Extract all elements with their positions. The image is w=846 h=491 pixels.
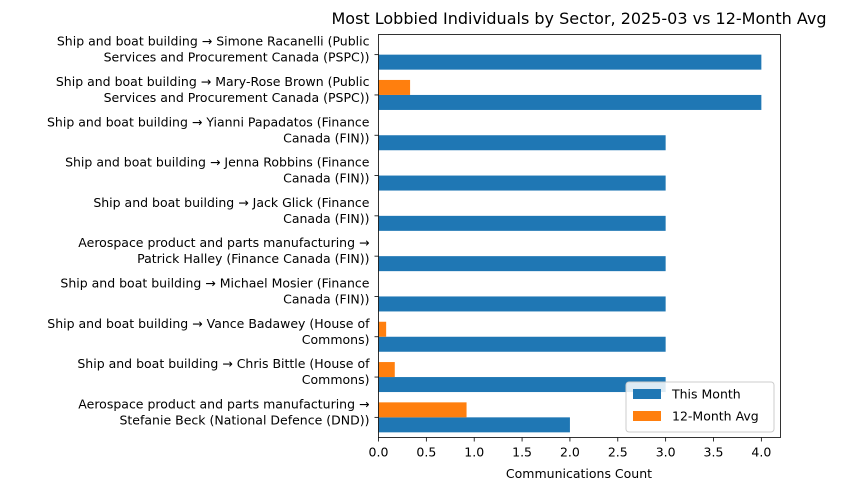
legend-label-1: 12-Month Avg: [672, 409, 759, 424]
chart-title: Most Lobbied Individuals by Sector, 2025…: [331, 9, 826, 28]
x-tick-label-6: 3.0: [656, 445, 676, 460]
x-tick-label-2: 1.0: [464, 445, 484, 460]
bar-12-month-avg-8: [378, 362, 395, 378]
bar-this-month-1: [378, 94, 762, 110]
y-tick-label-7-line-1: Commons): [302, 332, 370, 347]
legend-frame: [625, 381, 775, 433]
y-tick-label-2-line-1: Canada (FIN)): [283, 130, 369, 145]
legend-label-0: This Month: [671, 387, 741, 402]
legend-swatch-0: [633, 389, 661, 399]
y-tick-label-6-line-1: Canada (FIN)): [283, 291, 369, 306]
y-tick-label-4-line-0: Ship and boat building → Jack Glick (Fin…: [93, 195, 369, 210]
y-tick-label-3-line-1: Canada (FIN)): [283, 171, 369, 186]
bar-this-month-4: [378, 215, 666, 231]
legend: This Month 12-Month Avg: [625, 381, 775, 433]
y-axis-ticks: Ship and boat building → Simone Racanell…: [47, 34, 379, 427]
bar-this-month-6: [378, 296, 666, 312]
x-tick-label-4: 2.0: [560, 445, 580, 460]
y-tick-label-8-line-0: Ship and boat building → Chris Bittle (H…: [77, 356, 370, 371]
y-tick-label-5-line-0: Aerospace product and parts manufacturin…: [78, 235, 369, 250]
bar-12-month-avg-1: [378, 79, 411, 95]
bar-this-month-8: [378, 377, 666, 393]
plot-frame: [378, 34, 781, 438]
y-tick-label-9-line-0: Aerospace product and parts manufacturin…: [78, 396, 369, 411]
y-tick-label-8-line-1: Commons): [302, 372, 370, 387]
bar-this-month-9: [378, 417, 570, 433]
y-tick-label-5-line-1: Patrick Halley (Finance Canada (FIN)): [137, 251, 369, 266]
bar-this-month-7: [378, 336, 666, 352]
x-axis-label: Communications Count: [506, 466, 652, 481]
x-axis-ticks: 0.0 0.5 1.0 1.5 2.0 2.5 3.0 3.5 4.0: [369, 437, 771, 460]
y-tick-label-2-line-0: Ship and boat building → Yianni Papadato…: [47, 114, 370, 129]
y-tick-label-6-line-0: Ship and boat building → Michael Mosier …: [60, 275, 369, 290]
y-tick-label-4-line-1: Canada (FIN)): [283, 211, 369, 226]
y-tick-label-9-line-1: Stefanie Beck (National Defence (DND)): [119, 412, 369, 427]
x-tick-label-3: 1.5: [512, 445, 532, 460]
bars-group: [378, 54, 762, 433]
y-tick-label-0-line-1: Services and Procurement Canada (PSPC)): [104, 50, 370, 65]
bar-12-month-avg-9: [378, 402, 467, 418]
x-tick-label-0: 0.0: [369, 445, 389, 460]
x-tick-label-7: 3.5: [704, 445, 724, 460]
y-tick-label-1-line-0: Ship and boat building → Mary-Rose Brown…: [56, 74, 370, 89]
y-tick-label-1-line-1: Services and Procurement Canada (PSPC)): [104, 90, 370, 105]
legend-swatch-1: [633, 411, 661, 421]
bar-12-month-avg-7: [378, 321, 387, 337]
bar-this-month-2: [378, 135, 666, 151]
bar-this-month-5: [378, 256, 666, 272]
y-tick-label-0-line-0: Ship and boat building → Simone Racanell…: [57, 34, 370, 49]
x-tick-label-1: 0.5: [416, 445, 436, 460]
bar-this-month-0: [378, 54, 762, 70]
y-tick-label-7-line-0: Ship and boat building → Vance Badawey (…: [47, 316, 370, 331]
bar-this-month-3: [378, 175, 666, 191]
x-tick-label-5: 2.5: [608, 445, 628, 460]
y-tick-label-3-line-0: Ship and boat building → Jenna Robbins (…: [65, 155, 370, 170]
x-tick-label-8: 4.0: [751, 445, 771, 460]
